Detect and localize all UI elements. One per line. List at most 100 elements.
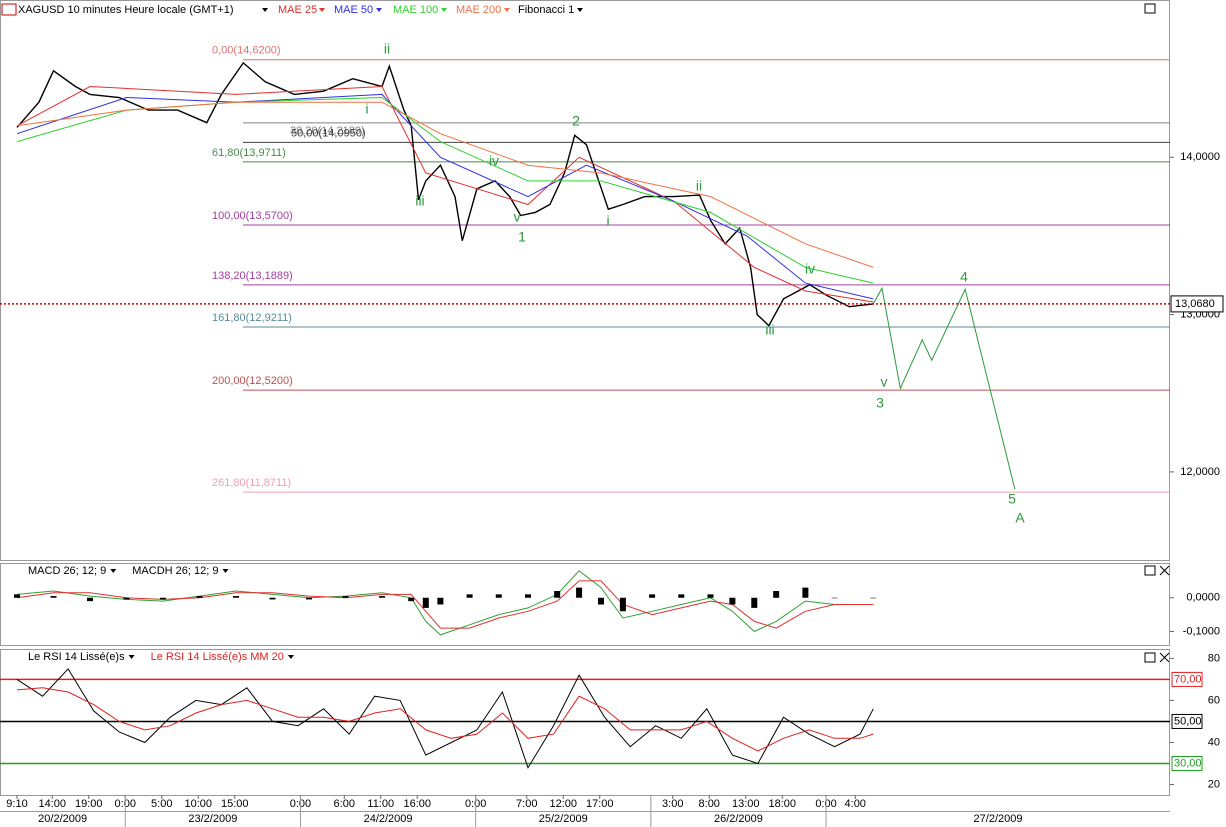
dropdown-arrow	[222, 569, 229, 573]
wave-label: 2	[572, 113, 580, 129]
fibonacci-label: 200,00(12,5200)	[212, 375, 293, 387]
last-price-label: 13,0680	[1175, 298, 1215, 310]
legend-entry: Fibonacci 1	[518, 4, 574, 16]
fibonacci-label: 261,80(11,8711)	[212, 477, 291, 489]
x-tick-label: 14:00	[39, 798, 67, 810]
y-tick-label: -0,1000	[1183, 625, 1220, 637]
fx-icon	[1, 3, 17, 16]
histogram-bar	[378, 596, 385, 598]
histogram-bar	[751, 597, 758, 608]
wave-label: iii	[765, 322, 774, 338]
y-tick-label: 0,0000	[1186, 592, 1220, 604]
histogram-bar	[14, 594, 21, 598]
histogram-bar	[619, 597, 626, 612]
histogram-bar	[576, 587, 583, 598]
y-tick-label: 60	[1208, 694, 1220, 706]
histogram-bar	[123, 597, 130, 600]
dropdown-arrow	[319, 8, 325, 12]
wave-label: 5	[1008, 491, 1016, 507]
histogram-bar	[342, 596, 349, 598]
date-label: 24/2/2009	[364, 813, 413, 825]
wave-label: 1	[518, 229, 526, 245]
legend-entry: Le RSI 14 Lissé(e)s MM 20	[151, 651, 284, 663]
histogram-bar	[729, 597, 736, 605]
x-tick-label: 4:00	[845, 798, 866, 810]
legend-entry: MAE 200	[456, 4, 501, 16]
close-button[interactable]	[1159, 652, 1170, 663]
x-tick-label: 15:00	[221, 798, 249, 810]
legend-entry: Le RSI 14 Lissé(e)s	[28, 651, 125, 663]
dropdown-arrow	[441, 8, 447, 12]
level-badge	[1171, 755, 1203, 771]
price-panel	[0, 0, 1170, 561]
dropdown-arrow	[504, 8, 510, 12]
histogram-bar	[649, 594, 656, 598]
maximize-button[interactable]	[1144, 3, 1156, 14]
wave-label: i	[606, 213, 609, 229]
series-line	[16, 687, 874, 752]
chart-title: XAGUSD 10 minutes Heure locale (GMT+1)	[18, 4, 234, 16]
histogram-bar	[87, 597, 94, 602]
x-tick-label: 12:00	[549, 798, 577, 810]
histogram-bar	[160, 597, 167, 600]
wave-label: A	[1015, 510, 1025, 526]
close-button[interactable]	[1159, 565, 1170, 576]
date-label: 26/2/2009	[714, 813, 763, 825]
series-line	[16, 93, 874, 300]
wave-label: v	[881, 374, 888, 390]
histogram-bar	[269, 597, 276, 600]
fibonacci-label: 0,00(14,6200)	[212, 45, 281, 57]
fibonacci-label: 38,20(14,2189)	[290, 125, 365, 137]
histogram-bar	[50, 596, 57, 598]
series-line	[872, 286, 1016, 490]
dropdown-arrow	[110, 569, 117, 573]
level-label: 50,00	[1174, 715, 1202, 727]
x-tick-label: 16:00	[403, 798, 431, 810]
wave-label: i	[365, 101, 368, 117]
maximize-button[interactable]	[1144, 565, 1156, 576]
histogram-bar	[305, 597, 312, 600]
wave-label: iii	[415, 193, 424, 209]
y-tick-label: 14,0000	[1180, 151, 1220, 163]
series-line	[16, 101, 874, 268]
histogram-bar	[524, 594, 531, 598]
x-tick-label: 8:00	[699, 798, 720, 810]
y-tick-label: 20	[1208, 778, 1220, 790]
fibonacci-label: 50,00(14,0950)	[291, 127, 366, 139]
x-tick-label: 3:00	[662, 798, 683, 810]
legend-entry: MACD 26; 12; 9	[28, 565, 106, 577]
histogram-bar	[422, 597, 429, 608]
x-tick-label: 5:00	[151, 798, 172, 810]
date-label: 23/2/2009	[188, 813, 237, 825]
date-label: 27/2/2009	[974, 813, 1023, 825]
legend-entry: MAE 25	[278, 4, 317, 16]
dropdown-arrow	[376, 8, 382, 12]
wave-label: ii	[696, 178, 702, 194]
histogram-bar	[466, 594, 473, 598]
histogram-bar	[437, 597, 444, 605]
x-tick-label: 10:00	[184, 798, 212, 810]
histogram-bar	[597, 597, 604, 605]
y-tick-label: 12,0000	[1180, 466, 1220, 478]
histogram-bar	[554, 591, 561, 598]
histogram-bar	[408, 597, 415, 602]
maximize-button[interactable]	[1144, 652, 1156, 663]
dropdown-arrow	[287, 655, 294, 659]
series-line	[16, 85, 874, 303]
dropdown-arrow	[128, 655, 135, 659]
series-line	[16, 570, 874, 636]
wave-label: 3	[876, 395, 884, 411]
rsi-panel	[0, 649, 1170, 796]
histogram-bar	[495, 594, 502, 598]
histogram-bar	[773, 591, 780, 598]
wave-label: 4	[960, 269, 968, 285]
legend-entry: MAE 100	[393, 4, 438, 16]
y-tick-label: 80	[1208, 652, 1220, 664]
fibonacci-label: 161,80(12,9211)	[212, 312, 292, 324]
histogram-bar	[678, 594, 685, 598]
dropdown-arrow	[262, 8, 268, 12]
x-tick-label: 17:00	[586, 798, 614, 810]
histogram-bar	[707, 594, 714, 598]
